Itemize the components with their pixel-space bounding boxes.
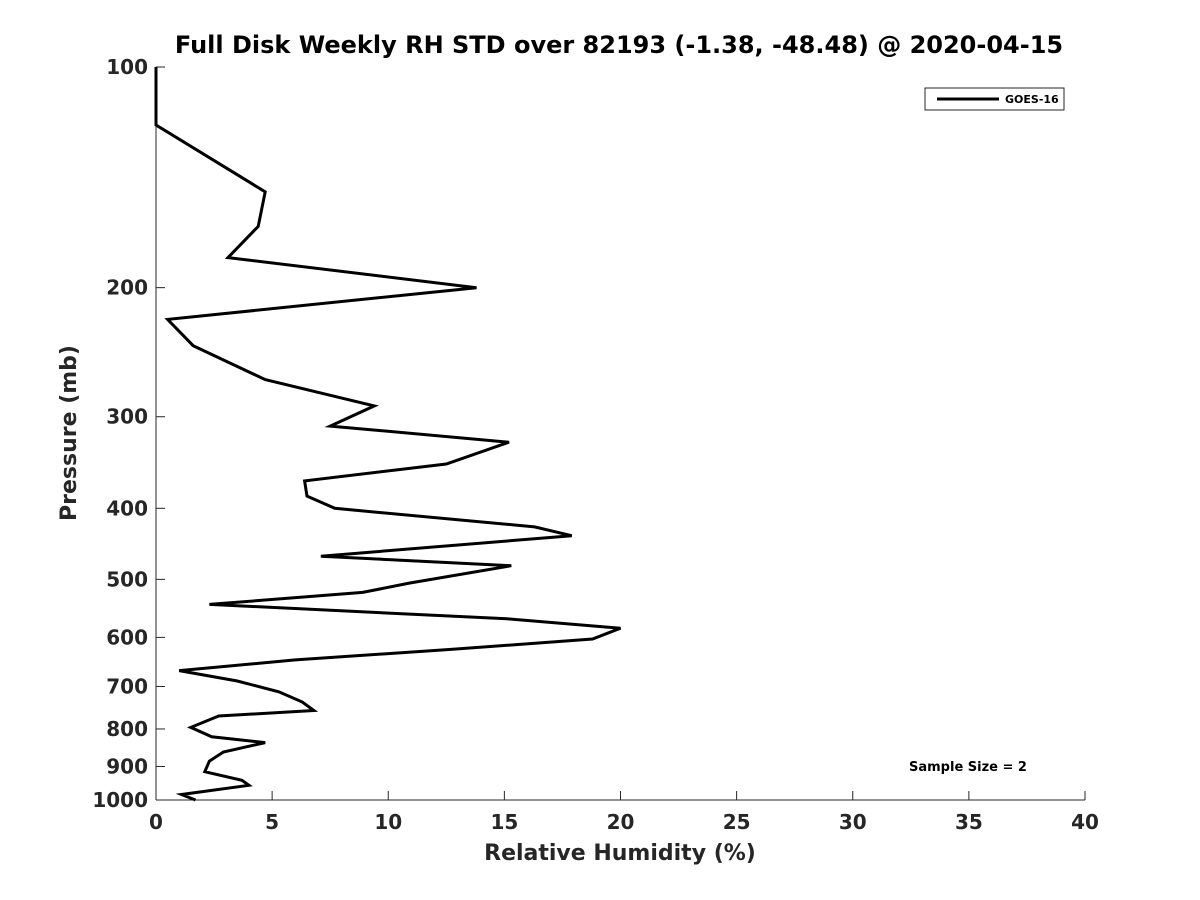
y-tick-label: 600 xyxy=(106,625,148,649)
x-tick-label: 10 xyxy=(374,810,402,834)
x-tick-label: 5 xyxy=(265,810,279,834)
x-axis: 0 5 10 15 20 25 30 35 40 xyxy=(149,791,1099,834)
x-tick-label: 25 xyxy=(723,810,751,834)
x-tick-label: 30 xyxy=(839,810,867,834)
y-tick-label: 100 xyxy=(106,55,148,79)
x-tick-label: 20 xyxy=(607,810,635,834)
y-axis: 100 200 300 400 500 600 700 800 900 1000 xyxy=(92,55,165,812)
x-tick-label: 35 xyxy=(955,810,983,834)
y-tick-label: 500 xyxy=(106,567,148,591)
y-tick-label: 200 xyxy=(106,276,148,300)
series-line-goes-16 xyxy=(154,67,622,802)
legend-label-goes-16: GOES-16 xyxy=(1005,93,1059,106)
chart-title: Full Disk Weekly RH STD over 82193 (-1.3… xyxy=(175,31,1063,59)
y-tick-label: 700 xyxy=(106,674,148,698)
y-axis-label: Pressure (mb) xyxy=(57,345,82,521)
x-tick-label: 40 xyxy=(1071,810,1099,834)
y-tick-label: 300 xyxy=(106,405,148,429)
legend: GOES-16 xyxy=(924,87,1065,111)
y-tick-label: 400 xyxy=(106,496,148,520)
x-tick-label: 0 xyxy=(149,810,163,834)
y-tick-label: 900 xyxy=(106,754,148,778)
sample-size-annotation: Sample Size = 2 xyxy=(909,760,1027,775)
series-layer xyxy=(154,67,622,802)
x-axis-label: Relative Humidity (%) xyxy=(484,841,756,866)
y-tick-label: 1000 xyxy=(92,788,148,812)
y-tick-label: 800 xyxy=(106,717,148,741)
x-tick-label: 15 xyxy=(490,810,518,834)
